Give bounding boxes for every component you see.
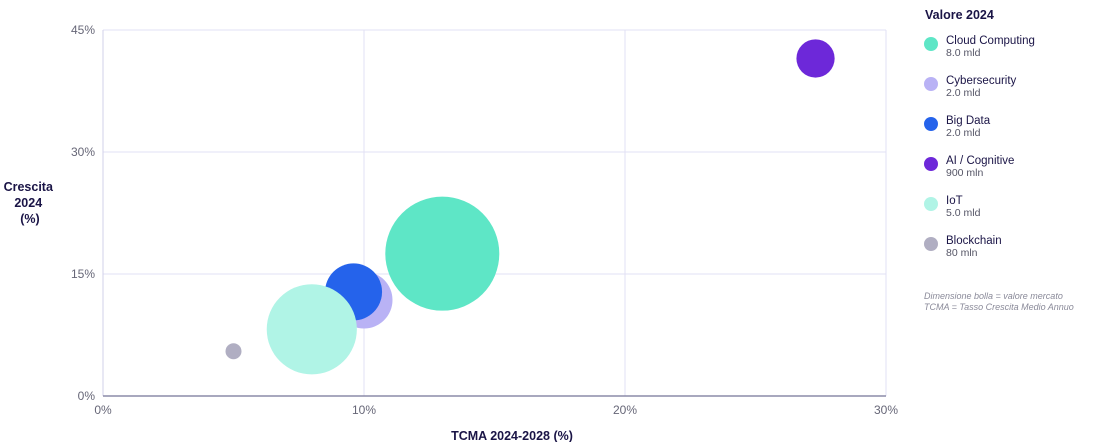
legend-text: Cybersecurity 2.0 mld	[946, 75, 1016, 99]
legend-item-ai-cognitive: AI / Cognitive 900 mln	[923, 155, 1093, 195]
y-tick-label: 15%	[71, 267, 95, 281]
legend-value: 5.0 mld	[946, 207, 981, 219]
y-axis-title-line-2: 2024	[14, 196, 42, 210]
bubble-blockchain	[225, 343, 242, 360]
legend-item-cloud-computing: Cloud Computing 8.0 mld	[923, 35, 1093, 75]
legend-swatch	[924, 237, 938, 251]
bubble-ai-cognitive	[796, 39, 835, 78]
legend-label: IoT	[946, 195, 963, 207]
y-axis-title-line-1: Crescita	[4, 180, 54, 194]
y-tick-label: 45%	[71, 23, 95, 37]
legend-swatch	[924, 77, 938, 91]
bubble-cloud-computing	[385, 196, 500, 311]
y-axis-title: Crescita 2024 (%)	[4, 180, 57, 226]
y-axis-title-line-3: (%)	[20, 212, 39, 226]
bubbles	[225, 39, 835, 375]
legend-swatch	[924, 117, 938, 131]
legend-label: Cloud Computing	[946, 35, 1035, 47]
legend-title: Valore 2024	[925, 8, 994, 22]
legend-label: AI / Cognitive	[946, 155, 1015, 167]
legend-label: Cybersecurity	[946, 75, 1017, 87]
bubble-chart: 0% 15% 30% 45% 0% 10% 20% 30% TCMA 2024-2028 (%…	[4, 23, 899, 442]
grid-lines	[103, 29, 887, 396]
note-bubble-size: Dimensione bolla = valore mercato	[924, 291, 1063, 301]
legend-swatch	[924, 37, 938, 51]
legend-text: Big Data 2.0 mld	[946, 115, 990, 139]
legend-item-blockchain: Blockchain 80 mln	[923, 235, 1093, 275]
legend-swatch	[924, 157, 938, 171]
legend-item-big-data: Big Data 2.0 mld	[923, 115, 1093, 155]
legend-label: Blockchain	[946, 235, 1002, 247]
x-tick-label: 20%	[613, 403, 637, 417]
x-tick-label: 10%	[352, 403, 376, 417]
legend: Valore 2024 Cloud Computing 8.0 mld Cybers…	[923, 8, 1093, 275]
bubble-iot	[266, 284, 357, 375]
x-axis-title: TCMA 2024-2028 (%)	[451, 429, 573, 442]
legend-text: Cloud Computing 8.0 mld	[946, 35, 1035, 59]
legend-text: AI / Cognitive 900 mln	[946, 155, 1014, 179]
note-tcma: TCMA = Tasso Crescita Medio Annuo	[924, 302, 1074, 312]
axes	[102, 30, 886, 397]
legend-item-cybersecurity: Cybersecurity 2.0 mld	[923, 75, 1093, 115]
legend-value: 2.0 mld	[946, 127, 981, 139]
legend-value: 80 mln	[946, 247, 978, 259]
legend-text: Blockchain 80 mln	[946, 235, 1002, 259]
legend-value: 8.0 mld	[946, 47, 981, 59]
legend-text: IoT 5.0 mld	[946, 195, 980, 219]
legend-swatch	[924, 197, 938, 211]
x-tick-label: 0%	[94, 403, 112, 417]
tick-labels: 0% 15% 30% 45% 0% 10% 20% 30%	[71, 23, 898, 417]
x-tick-label: 30%	[874, 403, 898, 417]
legend-items: Cloud Computing 8.0 mld Cybersecurity 2.0 m…	[923, 35, 1093, 275]
legend-value: 900 mln	[946, 167, 984, 179]
legend-value: 2.0 mld	[946, 87, 981, 99]
legend-item-iot: IoT 5.0 mld	[923, 195, 1093, 235]
y-tick-label: 30%	[71, 145, 95, 159]
chart-notes: Dimensione bolla = valore mercato TCMA =…	[924, 291, 1074, 313]
legend-label: Big Data	[946, 115, 991, 127]
y-tick-label: 0%	[78, 389, 96, 403]
